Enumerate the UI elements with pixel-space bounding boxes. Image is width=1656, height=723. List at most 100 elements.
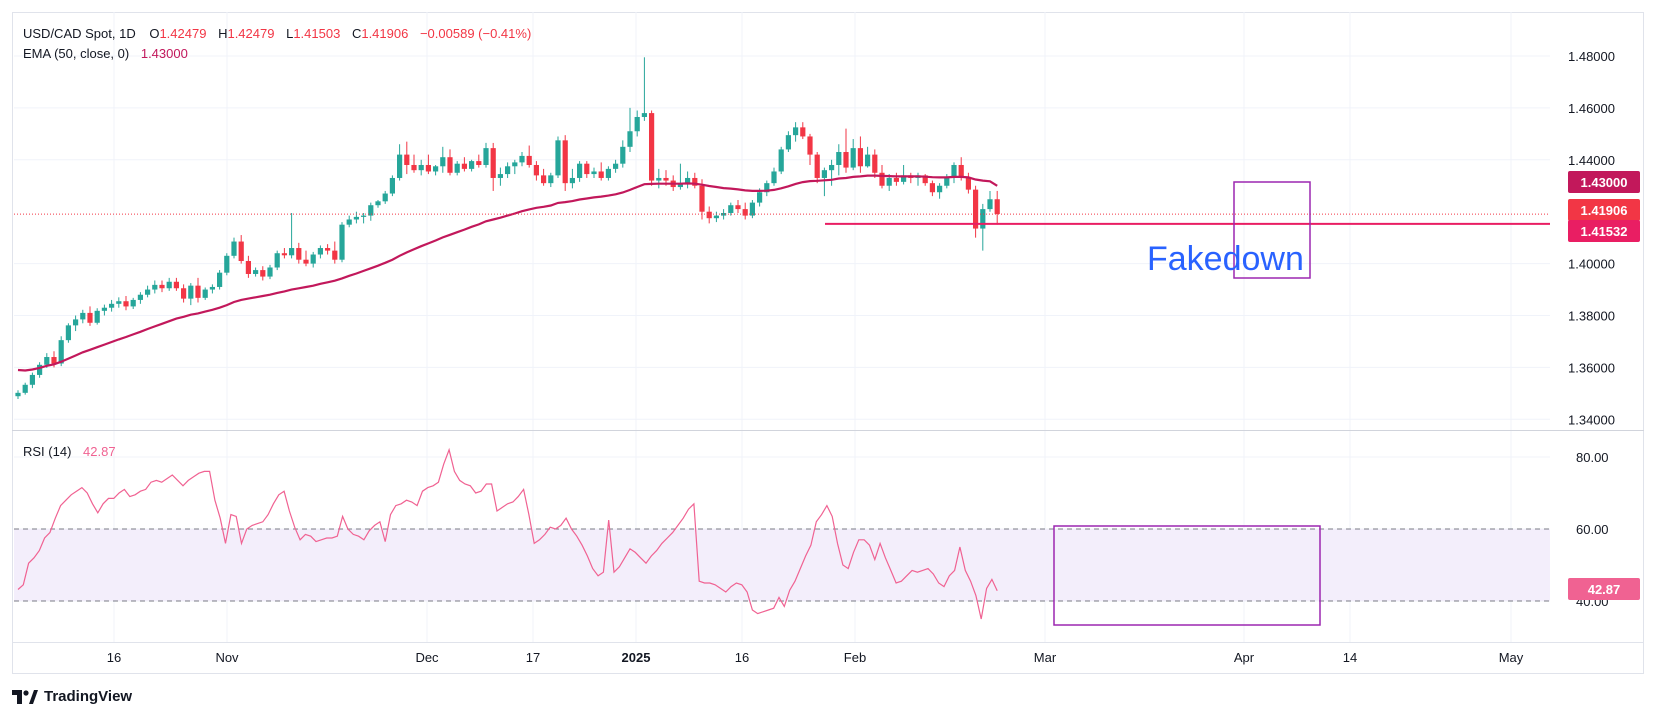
candle[interactable]: [634, 110, 640, 137]
candle[interactable]: [706, 206, 712, 224]
candle[interactable]: [152, 280, 158, 294]
candle[interactable]: [526, 145, 532, 168]
candle[interactable]: [929, 180, 935, 197]
candle[interactable]: [937, 183, 943, 199]
candle[interactable]: [289, 212, 295, 259]
candle[interactable]: [973, 185, 979, 238]
candle[interactable]: [620, 140, 626, 168]
candle[interactable]: [411, 154, 417, 173]
candle[interactable]: [850, 139, 856, 171]
candle[interactable]: [951, 162, 957, 184]
candle[interactable]: [548, 172, 554, 188]
candle[interactable]: [965, 172, 971, 194]
candle[interactable]: [137, 292, 143, 304]
rsi-range-box[interactable]: [1053, 525, 1321, 626]
candle[interactable]: [245, 255, 251, 278]
candle[interactable]: [505, 162, 511, 178]
branding[interactable]: TradingView: [12, 688, 132, 705]
candle[interactable]: [613, 159, 619, 173]
candle[interactable]: [814, 152, 820, 184]
candle[interactable]: [195, 277, 201, 303]
candle[interactable]: [109, 299, 115, 312]
candle[interactable]: [188, 283, 194, 306]
candle[interactable]: [793, 122, 799, 142]
candle[interactable]: [397, 144, 403, 181]
candle[interactable]: [829, 159, 835, 186]
candle[interactable]: [836, 144, 842, 176]
candle[interactable]: [317, 245, 323, 259]
candle[interactable]: [591, 167, 597, 178]
candle[interactable]: [800, 122, 806, 140]
candle[interactable]: [555, 136, 561, 178]
candle[interactable]: [181, 284, 187, 303]
candle[interactable]: [15, 390, 21, 400]
candle[interactable]: [541, 168, 547, 186]
candle[interactable]: [281, 248, 287, 259]
candle[interactable]: [584, 161, 590, 178]
candle[interactable]: [353, 211, 359, 224]
candle[interactable]: [224, 253, 230, 276]
candle[interactable]: [73, 315, 79, 332]
candle[interactable]: [332, 241, 338, 264]
candle[interactable]: [238, 235, 244, 264]
candle[interactable]: [159, 280, 165, 293]
candle[interactable]: [454, 161, 460, 176]
candle[interactable]: [893, 172, 899, 186]
candle[interactable]: [22, 382, 28, 395]
candle[interactable]: [649, 110, 655, 186]
candle[interactable]: [29, 372, 35, 389]
candle[interactable]: [253, 267, 259, 277]
candle[interactable]: [843, 128, 849, 173]
candle[interactable]: [692, 172, 698, 189]
candle[interactable]: [519, 152, 525, 167]
candle[interactable]: [80, 309, 86, 324]
candle[interactable]: [447, 149, 453, 176]
candle[interactable]: [512, 159, 518, 175]
candle[interactable]: [901, 164, 907, 185]
candle[interactable]: [389, 175, 395, 197]
candle[interactable]: [872, 149, 878, 178]
candle[interactable]: [87, 306, 93, 326]
candle[interactable]: [145, 285, 151, 298]
candle[interactable]: [742, 202, 748, 220]
candle[interactable]: [296, 242, 302, 264]
candle[interactable]: [375, 200, 381, 208]
candle[interactable]: [274, 250, 280, 271]
candle[interactable]: [771, 167, 777, 186]
candle[interactable]: [677, 163, 683, 190]
candle[interactable]: [865, 146, 871, 168]
candle[interactable]: [339, 222, 345, 263]
candle[interactable]: [764, 180, 770, 197]
candle[interactable]: [476, 154, 482, 168]
candle[interactable]: [490, 142, 496, 191]
candle[interactable]: [605, 166, 611, 181]
candle[interactable]: [209, 284, 215, 294]
candle[interactable]: [469, 159, 475, 172]
candle[interactable]: [267, 264, 273, 280]
candle[interactable]: [627, 107, 633, 153]
candle[interactable]: [173, 277, 179, 291]
candle[interactable]: [656, 168, 662, 189]
candle[interactable]: [699, 179, 705, 220]
candle[interactable]: [728, 202, 734, 216]
candle[interactable]: [598, 162, 604, 181]
candle[interactable]: [404, 141, 410, 175]
candle[interactable]: [382, 190, 388, 204]
candle[interactable]: [497, 167, 503, 186]
candle[interactable]: [461, 157, 467, 172]
candle[interactable]: [641, 57, 647, 121]
candle[interactable]: [994, 190, 1000, 225]
candle[interactable]: [778, 146, 784, 175]
candle[interactable]: [577, 161, 583, 182]
candle[interactable]: [202, 287, 208, 300]
candle[interactable]: [569, 168, 575, 189]
candle[interactable]: [433, 164, 439, 176]
candle[interactable]: [908, 172, 914, 184]
candle[interactable]: [713, 211, 719, 223]
candle[interactable]: [231, 237, 237, 259]
candle[interactable]: [785, 131, 791, 153]
candle[interactable]: [260, 266, 266, 281]
candle[interactable]: [361, 212, 367, 224]
